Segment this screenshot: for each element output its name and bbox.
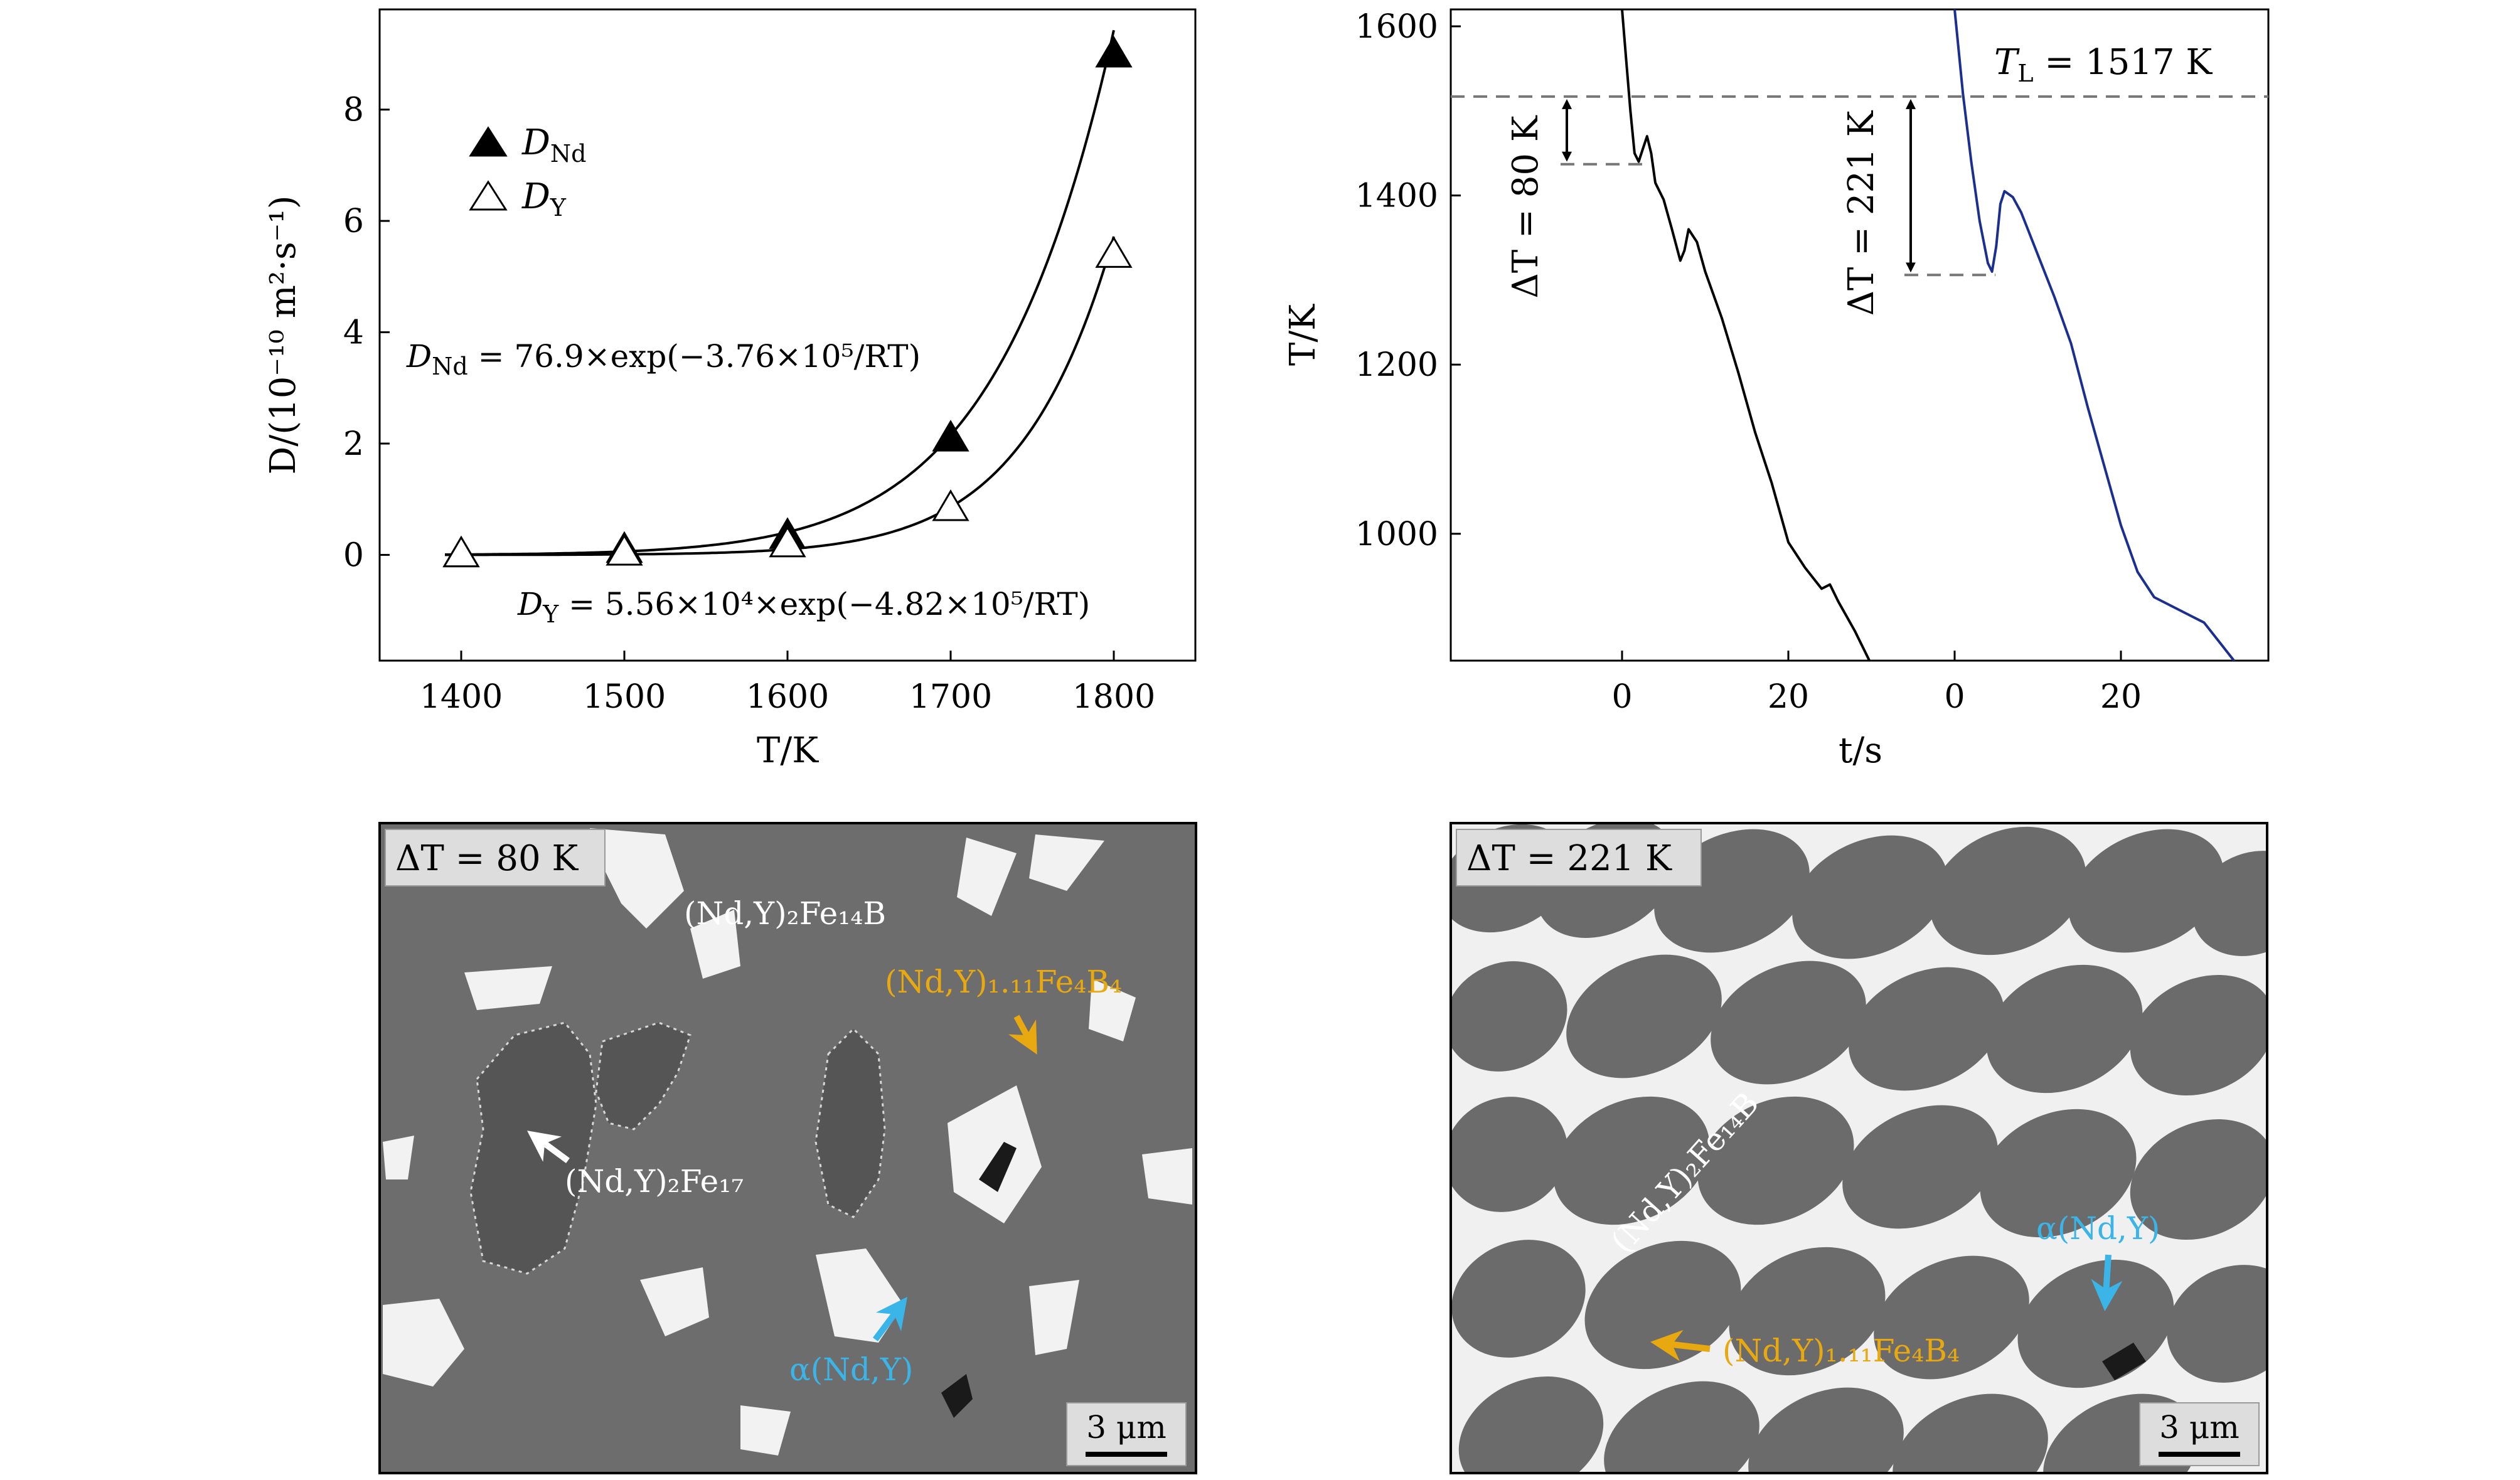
legend-label-y: DY bbox=[521, 176, 567, 221]
y-tick-label: 0 bbox=[343, 536, 364, 574]
micrograph-tag-box bbox=[1456, 829, 1702, 886]
fit-curve-nd bbox=[445, 29, 1115, 556]
arrow-alpha bbox=[2091, 1254, 2123, 1311]
legend: DNd DY bbox=[469, 122, 586, 221]
x-axis-label: T/K bbox=[757, 730, 819, 771]
equation-nd: DNd = 76.9×exp(−3.76×10⁵/RT) bbox=[406, 338, 921, 380]
phase-label-2-14-1: (Nd,Y)₂Fe₁₄B bbox=[684, 895, 886, 932]
phase-label-1-11-4-4: (Nd,Y)₁.₁₁Fe₄B₄ bbox=[1722, 1333, 1960, 1369]
y-tick-label: 2 bbox=[343, 425, 364, 463]
fit-curve-y bbox=[445, 236, 1115, 556]
x-tick-label: 0 bbox=[1611, 678, 1632, 716]
phase-label-1-11-4-4: (Nd,Y)₁.₁₁Fe₄B₄ bbox=[885, 964, 1122, 1000]
plot-frame bbox=[378, 8, 1197, 662]
point-y-1800 bbox=[1095, 236, 1133, 268]
phase-label-2-17: (Nd,Y)₂Fe₁₇ bbox=[565, 1163, 744, 1200]
plot-frame bbox=[1450, 8, 2270, 662]
y-tick-label: 1000 bbox=[1355, 516, 1438, 553]
y-axis-label: D/(10⁻¹⁰ m²·s⁻¹) bbox=[263, 195, 304, 474]
equation-y: DY = 5.56×10⁴×exp(−4.82×10⁵/RT) bbox=[517, 586, 1090, 628]
phase-label-alpha: α(Nd,Y) bbox=[2036, 1210, 2160, 1247]
fe17-region-3 bbox=[814, 1027, 886, 1218]
micrograph-left: ΔT = 80 K (Nd,Y)₂Fe₁₄B (Nd,Y)₁.₁₁Fe₄B₄ (… bbox=[378, 822, 1197, 1474]
arrow-1-11-4-4 bbox=[1650, 1329, 1711, 1361]
y-tick-label: 1200 bbox=[1355, 346, 1438, 384]
axis-ticks: 1400 1500 1600 1700 1800 0 2 4 6 8 bbox=[343, 92, 1155, 716]
cooling-curve-dT-221K bbox=[1953, 9, 2236, 661]
x-tick-label: 20 bbox=[1768, 678, 1809, 716]
liquidus-label: TL = 1517 K bbox=[1994, 42, 2213, 87]
point-y-1600 bbox=[769, 525, 806, 558]
x-tick-label: 1500 bbox=[583, 678, 666, 716]
point-nd-1800 bbox=[1095, 36, 1133, 68]
cooling-curves bbox=[1621, 9, 2236, 661]
scale-bar-label: 3 μm bbox=[2159, 1409, 2240, 1445]
x-tick-label: 20 bbox=[2100, 678, 2142, 716]
micrograph-tag: ΔT = 80 K bbox=[395, 838, 579, 879]
legend-label-nd: DNd bbox=[521, 122, 586, 168]
cooling-curve-chart: 1000 1200 1400 1600 0 20 0 20 TL = 1517 K ΔT = … bbox=[1283, 8, 2270, 771]
micrograph-frame bbox=[378, 822, 1197, 1474]
y-tick-label: 8 bbox=[343, 92, 364, 129]
fe17-region-2 bbox=[595, 1021, 691, 1131]
legend-marker-y bbox=[469, 180, 508, 211]
arrow-2-17 bbox=[526, 1131, 570, 1164]
x-tick-label: 0 bbox=[1944, 678, 1965, 716]
undercooling-label-221: ΔT = 221 K bbox=[1841, 110, 1882, 316]
x-axis-label: t/s bbox=[1839, 730, 1882, 771]
point-nd-1700 bbox=[932, 420, 969, 452]
arrow-1-11-4-4 bbox=[1008, 1014, 1037, 1055]
point-y-1500 bbox=[606, 534, 643, 566]
diffusion-chart: 1400 1500 1600 1700 1800 0 2 4 6 8 DNd DY DNd = 7… bbox=[263, 8, 1197, 771]
x-tick-label: 1800 bbox=[1072, 678, 1155, 716]
grain-ellipses bbox=[1451, 823, 2267, 1473]
micrograph-frame bbox=[1450, 822, 2268, 1474]
cooling-curve-dT-80K bbox=[1621, 9, 1871, 661]
scale-bar-label: 3 μm bbox=[1086, 1409, 1167, 1445]
y-axis-label: T/K bbox=[1283, 304, 1323, 366]
micrograph-right: ΔT = 221 K (Nd,Y)₂Fe₁₄B (Nd,Y)₁.₁₁Fe₄B₄ … bbox=[1450, 822, 2268, 1474]
x-tick-label: 1600 bbox=[746, 678, 829, 716]
point-y-1700 bbox=[932, 489, 969, 521]
micrograph-tag: ΔT = 221 K bbox=[1466, 838, 1672, 879]
y-tick-label: 1400 bbox=[1355, 178, 1438, 215]
y-tick-label: 6 bbox=[343, 203, 364, 240]
x-tick-label: 1400 bbox=[420, 678, 503, 716]
legend-marker-nd bbox=[469, 126, 508, 157]
fit-curves bbox=[445, 29, 1115, 556]
arrow-alpha bbox=[873, 1297, 907, 1341]
x-tick-label: 1700 bbox=[909, 678, 992, 716]
point-y-1400 bbox=[442, 535, 480, 568]
undercooling-annotations bbox=[1561, 98, 1995, 277]
y-tick-label: 1600 bbox=[1355, 8, 1438, 46]
y-tick-label: 4 bbox=[343, 314, 364, 352]
micrograph-tag-box bbox=[385, 829, 606, 886]
phase-label-alpha: α(Nd,Y) bbox=[789, 1351, 913, 1388]
axis-ticks: 1000 1200 1400 1600 0 20 0 20 bbox=[1355, 8, 2142, 716]
data-points bbox=[442, 36, 1133, 568]
undercooling-label-80: ΔT = 80 K bbox=[1505, 115, 1546, 298]
